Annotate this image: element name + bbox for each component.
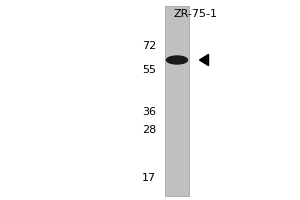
Polygon shape bbox=[200, 54, 208, 66]
Text: 17: 17 bbox=[142, 173, 156, 183]
Text: ZR-75-1: ZR-75-1 bbox=[173, 9, 217, 19]
Text: 72: 72 bbox=[142, 41, 156, 51]
Bar bbox=[165, 6, 189, 196]
Ellipse shape bbox=[167, 56, 188, 64]
Text: 28: 28 bbox=[142, 125, 156, 135]
Text: 36: 36 bbox=[142, 107, 156, 117]
Text: 55: 55 bbox=[142, 65, 156, 75]
